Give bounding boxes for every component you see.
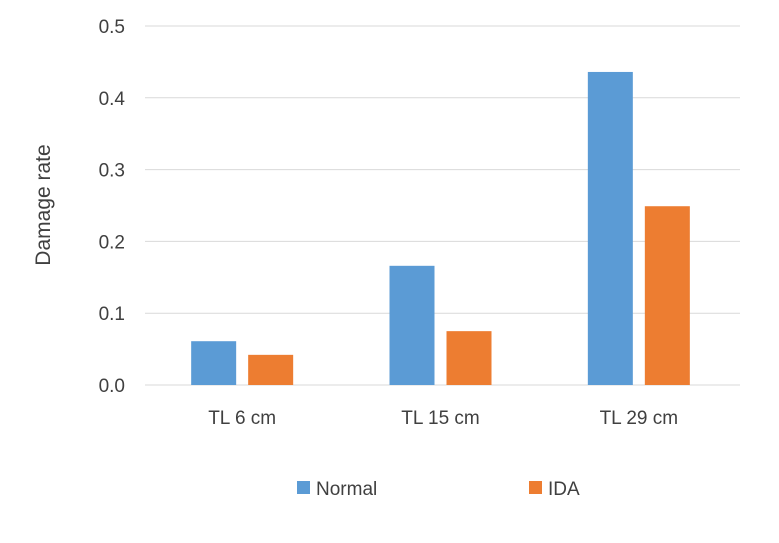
bar-normal-2 [389,265,435,385]
y-tick-label: 0.0 [99,376,125,397]
bar-ida-1 [248,354,294,385]
bar-ida-2 [446,331,492,385]
y-tick-label: 0.5 [99,17,125,38]
y-axis-label: Damage rate [32,144,55,265]
bars [191,71,690,386]
gridlines [145,25,740,386]
x-tick-label: TL 6 cm [208,408,276,429]
y-tick-labels: 0.0 0.1 0.2 0.3 0.4 0.5 [99,17,126,397]
x-tick-label: TL 15 cm [401,408,480,429]
y-tick-label: 0.3 [99,161,125,182]
legend: Normal IDA [297,479,580,500]
legend-label: IDA [548,479,580,500]
y-tick-label: 0.4 [99,89,126,110]
legend-swatch-ida [529,481,542,494]
legend-label: Normal [316,479,377,500]
legend-swatch-normal [297,481,310,494]
bar-normal-1 [191,341,237,385]
y-tick-label: 0.2 [99,232,125,253]
x-tick-labels: TL 6 cm TL 15 cm TL 29 cm [208,408,678,429]
bar-normal-3 [587,71,633,386]
y-tick-label: 0.1 [99,304,125,325]
bar-ida-3 [644,206,690,385]
x-tick-label: TL 29 cm [600,408,679,429]
